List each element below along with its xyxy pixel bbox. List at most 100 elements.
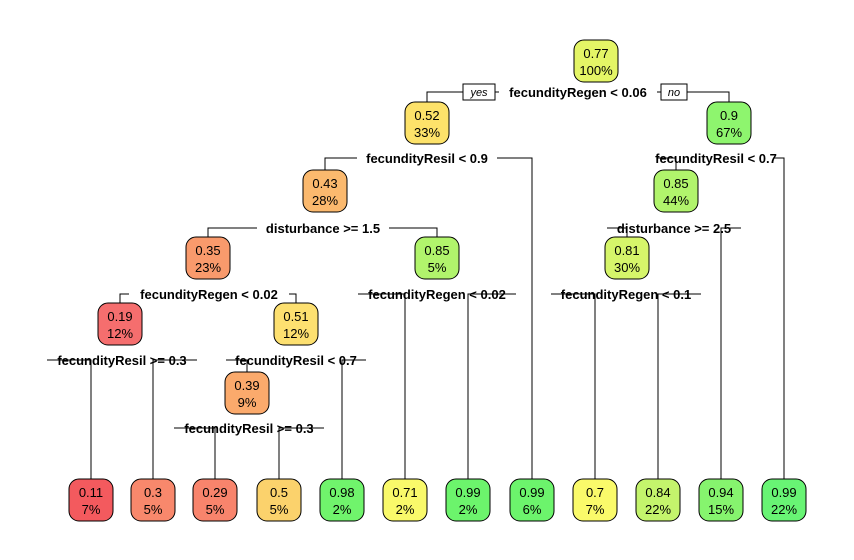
- node-box: [273, 302, 319, 346]
- node-percent: 6%: [523, 502, 542, 517]
- node-box: [404, 101, 450, 145]
- node-box: [414, 236, 460, 280]
- node-value: 0.35: [195, 243, 220, 258]
- branch-line-right: [657, 293, 701, 479]
- tree-node: 0.81 30%: [604, 236, 650, 280]
- node-percent: 67%: [716, 125, 742, 140]
- yes-tag: yes: [462, 83, 496, 101]
- node-value: 0.39: [234, 378, 259, 393]
- tree-node: 0.85 5%: [414, 236, 460, 280]
- leaf-node: 0.99 6%: [509, 478, 555, 522]
- node-percent: 5%: [206, 502, 225, 517]
- node-percent: 12%: [107, 326, 133, 341]
- node-box: [635, 478, 681, 522]
- node-box: [382, 478, 428, 522]
- node-value: 0.85: [663, 176, 688, 191]
- yes-tag-text: yes: [469, 87, 488, 99]
- tree-node: 0.19 12%: [97, 302, 143, 346]
- node-box: [68, 478, 114, 522]
- split-rule: fecundityRegen < 0.1: [561, 287, 691, 302]
- node-percent: 12%: [283, 326, 309, 341]
- no-tag-box: [660, 83, 688, 101]
- split-rule: fecundityResil < 0.7: [235, 353, 357, 368]
- node-percent: 15%: [708, 502, 734, 517]
- node-box: [653, 169, 699, 213]
- node-value: 0.3: [144, 485, 162, 500]
- leaf-node: 0.11 7%: [68, 478, 114, 522]
- node-percent: 9%: [238, 395, 257, 410]
- node-percent: 23%: [195, 260, 221, 275]
- node-percent: 2%: [396, 502, 415, 517]
- branch-line-right: [389, 227, 438, 237]
- split-rule: disturbance >= 1.5: [266, 221, 380, 236]
- node-value: 0.99: [455, 485, 480, 500]
- node-value: 0.11: [79, 485, 103, 500]
- node-box: [509, 478, 555, 522]
- branch-line-left: [358, 293, 406, 479]
- node-value: 0.5: [270, 485, 288, 500]
- branch-line-left: [551, 293, 596, 479]
- node-value: 0.99: [771, 485, 796, 500]
- split-rule: disturbance >= 2.5: [617, 221, 731, 236]
- branch-line-left: [119, 293, 129, 303]
- split-rule: fecundityRegen < 0.06: [509, 85, 647, 100]
- node-percent: 5%: [144, 502, 163, 517]
- branch-line-right: [341, 359, 366, 479]
- node-percent: 7%: [586, 502, 605, 517]
- tree-node: 0.51 12%: [273, 302, 319, 346]
- leaf-node: 0.55%: [256, 478, 302, 522]
- leaf-node: 0.84 22%: [635, 478, 681, 522]
- node-box: [130, 478, 176, 522]
- branch-line-right: [774, 157, 785, 479]
- branch-line-left: [207, 227, 257, 237]
- tree-node: 0.43 28%: [302, 169, 348, 213]
- branch-line-right: [467, 293, 516, 479]
- branch-line-left: [226, 359, 248, 372]
- leaf-node: 0.71 2%: [382, 478, 428, 522]
- node-box: [572, 478, 618, 522]
- tree-node: 0.39 9%: [224, 371, 270, 415]
- node-percent: 22%: [771, 502, 797, 517]
- node-percent: 22%: [645, 502, 671, 517]
- split-rule: fecundityRegen < 0.02: [140, 287, 278, 302]
- branch-line-left: [658, 157, 677, 170]
- node-value: 0.71: [392, 485, 417, 500]
- split-rule: fecundityRegen < 0.02: [368, 287, 506, 302]
- tree-node: 0.85 44%: [653, 169, 699, 213]
- leaf-node: 0.98 2%: [319, 478, 365, 522]
- node-box: [256, 478, 302, 522]
- node-value: 0.43: [312, 176, 337, 191]
- branch-line-left: [47, 359, 92, 479]
- split-rule: fecundityResil >= 0.3: [184, 421, 313, 436]
- branch-line-left: [324, 157, 357, 170]
- node-box: [192, 478, 238, 522]
- node-value: 0.85: [424, 243, 449, 258]
- node-box: [445, 478, 491, 522]
- node-value: 0.7: [586, 485, 604, 500]
- no-tag: no: [660, 83, 688, 101]
- node-value: 0.81: [614, 243, 639, 258]
- yes-tag-box: [462, 83, 496, 101]
- node-percent: 2%: [459, 502, 478, 517]
- node-box: [706, 101, 752, 145]
- node-value: 0.84: [645, 485, 670, 500]
- branch-line-left: [174, 427, 216, 479]
- node-box: [302, 169, 348, 213]
- split-rule: fecundityResil >= 0.3: [57, 353, 186, 368]
- split-rule: fecundityResil < 0.9: [366, 151, 488, 166]
- node-box: [224, 371, 270, 415]
- node-box: [573, 39, 619, 83]
- node-box: [97, 302, 143, 346]
- tree-node: 0.52 33%: [404, 101, 450, 145]
- split-rule: fecundityResil < 0.7: [655, 151, 777, 166]
- leaf-node: 0.35%: [130, 478, 176, 522]
- node-value: 0.98: [329, 485, 354, 500]
- no-tag-text: no: [668, 87, 680, 99]
- branch-line-left: [607, 227, 628, 237]
- node-percent: 100%: [579, 63, 613, 78]
- node-value: 0.99: [519, 485, 544, 500]
- branch-line-right: [152, 359, 197, 479]
- leaf-node: 0.99 22%: [761, 478, 807, 522]
- node-value: 0.51: [283, 309, 308, 324]
